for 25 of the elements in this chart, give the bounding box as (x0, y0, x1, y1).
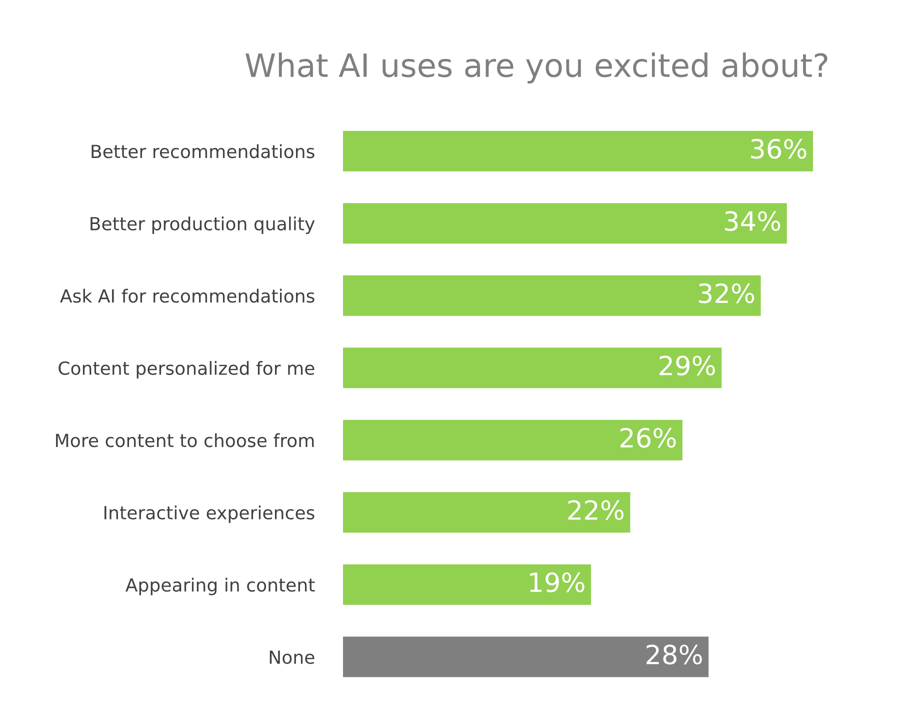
bar (343, 492, 630, 533)
y-tick-label: Appearing in content (126, 578, 315, 596)
y-tick-label: None (270, 650, 314, 664)
data-label: 19% (530, 572, 584, 592)
data-label: 29% (660, 356, 715, 376)
bar (343, 564, 592, 605)
chart-title: What AI uses are you excited about? (246, 52, 828, 84)
data-label: 32% (698, 283, 754, 304)
bar (343, 636, 709, 678)
data-label: 36% (751, 138, 806, 159)
y-tick-label: Interactive experiences (104, 506, 314, 523)
y-tick-label: Better production quality (90, 216, 315, 234)
data-label: 28% (646, 644, 702, 665)
data-label: 22% (568, 500, 624, 520)
y-tick-label: Ask AI for recommendations (60, 288, 314, 303)
data-label: 34% (725, 211, 780, 232)
y-tick-label: Better recommendations (92, 144, 314, 158)
bar (343, 203, 787, 244)
bar (343, 348, 722, 388)
bar (343, 275, 761, 316)
bar (343, 420, 682, 460)
y-tick-label: Content personalized for me (58, 361, 314, 378)
data-label: 26% (620, 428, 676, 448)
y-tick-label: More content to choose from (56, 433, 314, 448)
bar (343, 130, 813, 172)
